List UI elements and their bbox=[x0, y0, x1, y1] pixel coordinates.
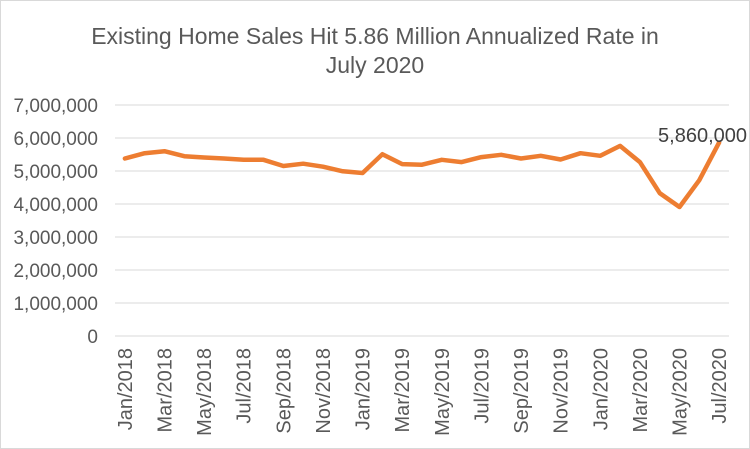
chart-title-line2: July 2020 bbox=[325, 52, 425, 78]
x-axis-tick-label: Mar/2018 bbox=[155, 348, 177, 433]
y-axis-tick-label: 4,000,000 bbox=[13, 195, 98, 216]
x-axis-tick-label: Jan/2019 bbox=[353, 348, 375, 430]
x-axis-tick-label: Jul/2020 bbox=[709, 348, 731, 424]
y-axis-tick-label: 6,000,000 bbox=[13, 129, 98, 150]
y-axis-tick-label: 1,000,000 bbox=[13, 294, 98, 315]
x-axis-tick-label: May/2019 bbox=[432, 348, 454, 436]
x-axis-tick-label: Sep/2018 bbox=[273, 348, 295, 434]
x-axis-tick-label: Jan/2020 bbox=[590, 348, 612, 430]
x-axis-tick-label: Sep/2019 bbox=[511, 348, 533, 434]
x-axis-tick-label: Mar/2019 bbox=[392, 348, 414, 433]
x-axis-tick-label: Jan/2018 bbox=[115, 348, 137, 430]
x-axis-tick-label: May/2020 bbox=[669, 348, 691, 436]
x-axis-tick-label: Jul/2019 bbox=[471, 348, 493, 424]
chart-title-line1: Existing Home Sales Hit 5.86 Million Ann… bbox=[91, 23, 659, 49]
y-axis-tick-label: 2,000,000 bbox=[13, 261, 98, 282]
y-axis-tick-label: 5,000,000 bbox=[13, 162, 98, 183]
x-axis-tick-label: Jul/2018 bbox=[234, 348, 256, 424]
y-axis-tick-label: 0 bbox=[87, 327, 98, 348]
x-axis-tick-label: May/2018 bbox=[194, 348, 216, 436]
sales-line bbox=[122, 140, 722, 210]
x-axis-tick-label: Nov/2018 bbox=[313, 348, 335, 434]
x-axis-tick-label: Nov/2019 bbox=[551, 348, 573, 434]
chart-title: Existing Home Sales Hit 5.86 Million Ann… bbox=[1, 22, 749, 80]
y-axis-tick-label: 3,000,000 bbox=[13, 228, 98, 249]
data-label-jul-2020: 5,860,000 bbox=[658, 125, 747, 147]
y-axis-tick-label: 7,000,000 bbox=[13, 96, 98, 117]
x-axis-tick-label: Mar/2020 bbox=[630, 348, 652, 433]
